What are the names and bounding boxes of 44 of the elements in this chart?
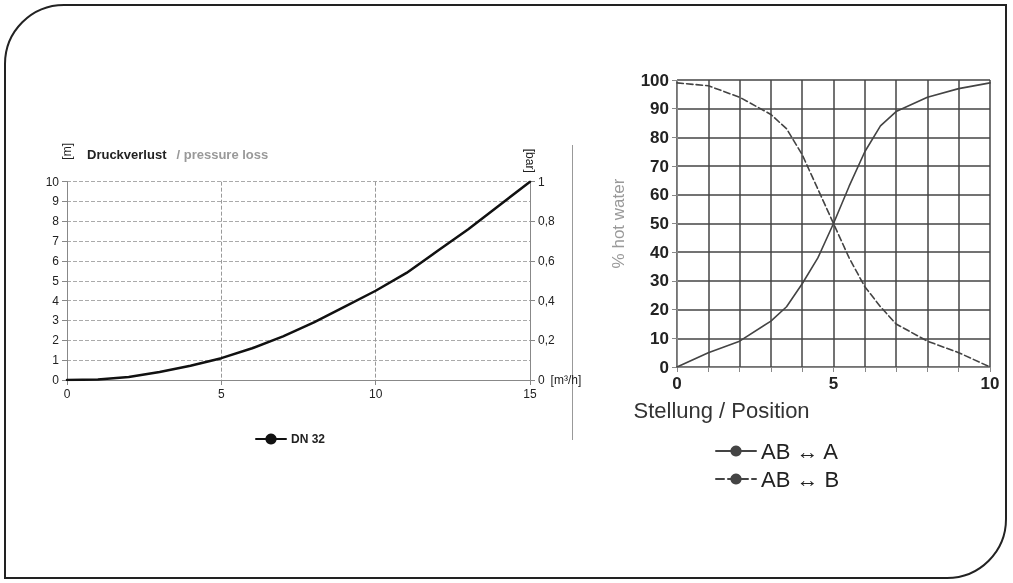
x-tick-label: 10 bbox=[368, 387, 383, 401]
y2-tick-label: 0,2 bbox=[538, 333, 556, 348]
y2-axis-title: [bar] bbox=[523, 148, 537, 173]
y-tick-label: 90 bbox=[650, 99, 669, 119]
legend-label: AB ↔ A bbox=[761, 438, 839, 464]
y2-tick-label: 1 bbox=[538, 174, 545, 189]
y-tick-label: 60 bbox=[650, 185, 669, 205]
x-axis-title: Stellung / Position bbox=[633, 397, 810, 423]
y-tick-label: 8 bbox=[52, 214, 60, 229]
y-tick-label: 0 bbox=[659, 357, 669, 377]
y-tick-label: 70 bbox=[650, 156, 669, 176]
y-tick-label: 6 bbox=[52, 254, 60, 268]
y-axis-title: [m] bbox=[60, 142, 74, 160]
y-tick-label: 9 bbox=[52, 194, 60, 209]
y-tick-label: 100 bbox=[640, 70, 669, 90]
x-tick-label: 15 bbox=[523, 387, 537, 401]
x-axis-title: [m³/h] bbox=[550, 373, 582, 387]
chart-title: Druckverlust bbox=[87, 146, 168, 162]
y2-tick-label: 0,4 bbox=[538, 293, 556, 308]
y-axis-title: % hot water bbox=[609, 178, 628, 269]
y-tick-label: 2 bbox=[52, 333, 60, 348]
x-tick-label: 5 bbox=[217, 387, 225, 401]
y-tick-label: 7 bbox=[52, 234, 60, 249]
y-tick-label: 1 bbox=[52, 353, 60, 368]
x-tick-label: 0 bbox=[63, 387, 71, 401]
y-tick-label: 3 bbox=[52, 313, 60, 328]
chart-subtitle: / pressure loss bbox=[176, 146, 269, 162]
y-tick-label: 50 bbox=[650, 214, 669, 233]
y-tick-label: 80 bbox=[650, 127, 669, 147]
y-tick-label: 40 bbox=[650, 242, 669, 262]
y-tick-label: 20 bbox=[650, 300, 669, 320]
y-tick-label: 10 bbox=[650, 328, 669, 348]
x-tick-label: 5 bbox=[828, 374, 839, 393]
y-tick-label: 5 bbox=[52, 273, 60, 288]
line-series bbox=[65, 180, 532, 382]
x-tick-label: 0 bbox=[672, 374, 682, 393]
x-tick-label: 10 bbox=[980, 374, 1000, 393]
legend-label: DN 32 bbox=[291, 432, 326, 446]
legend-label: AB ↔ B bbox=[761, 466, 840, 492]
y-tick-label: 30 bbox=[650, 271, 669, 291]
y-tick-label: 4 bbox=[52, 293, 60, 308]
y2-tick-label: 0,6 bbox=[538, 254, 556, 268]
y-tick-label: 10 bbox=[45, 174, 60, 189]
y2-tick-label: 0,8 bbox=[538, 214, 556, 229]
